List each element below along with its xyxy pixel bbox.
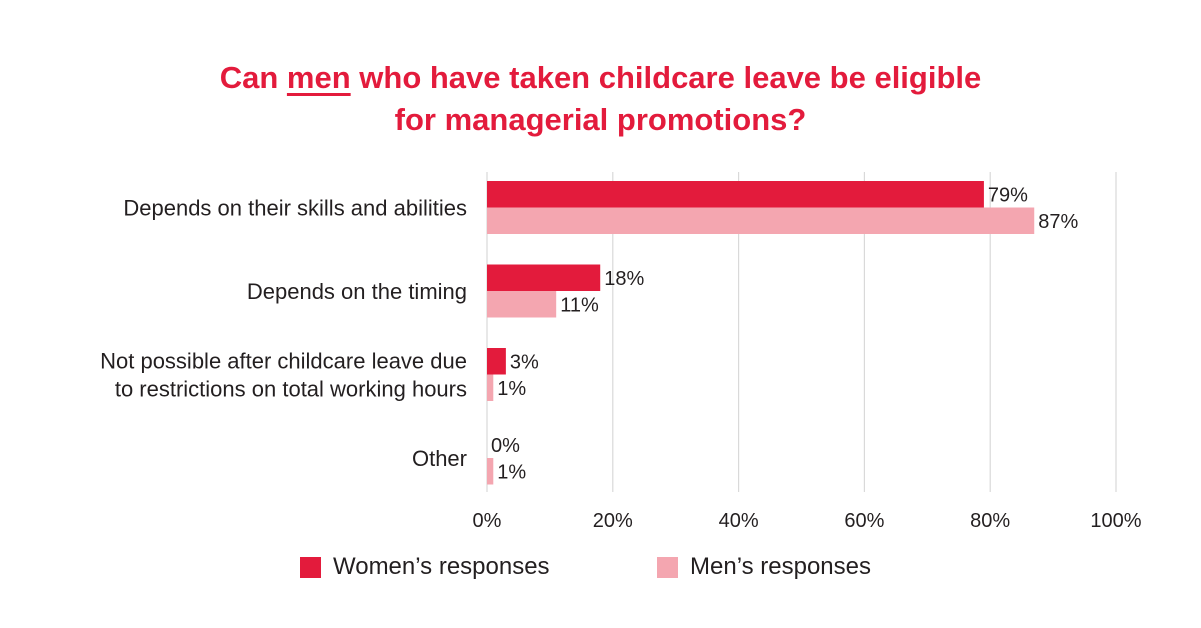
- category-label: Other: [412, 446, 467, 471]
- data-label: 1%: [497, 378, 526, 400]
- title-emphasis: men: [286, 60, 351, 95]
- title-part-1: Can: [219, 60, 287, 95]
- title-part-2: who have taken childcare leave be eligib…: [350, 60, 982, 95]
- x-tick-label: 80%: [970, 510, 1010, 532]
- bar-women: [487, 348, 506, 375]
- legend-swatch-women: [300, 556, 321, 578]
- legend-item-men: Men’s responses: [657, 552, 871, 582]
- data-label: 79%: [988, 184, 1028, 206]
- category-label: Depends on the timing: [247, 279, 467, 304]
- title-line-2: for managerial promotions?: [394, 102, 807, 137]
- x-tick-label: 60%: [844, 510, 884, 532]
- x-tick-label: 40%: [719, 510, 759, 532]
- legend-swatch-men: [657, 556, 678, 578]
- bar-women: [487, 264, 601, 291]
- x-tick-label: 100%: [1090, 510, 1141, 532]
- bar-men: [487, 207, 1035, 234]
- data-label: 87%: [1038, 211, 1078, 233]
- chart-title: Can men who have taken childcare leave b…: [0, 57, 1201, 141]
- bar-men: [487, 291, 557, 318]
- category-label: Not possible after childcare leave due: [100, 349, 467, 374]
- category-label: Depends on their skills and abilities: [123, 196, 467, 221]
- x-tick-label: 0%: [473, 510, 502, 532]
- x-tick-label: 20%: [593, 510, 633, 532]
- data-label: 11%: [560, 294, 599, 316]
- category-label: to restrictions on total working hours: [115, 377, 467, 402]
- data-label: 3%: [510, 351, 539, 373]
- data-label: 1%: [497, 461, 526, 483]
- legend-label-women: Women’s responses: [333, 553, 550, 580]
- bar-men: [487, 458, 494, 485]
- legend-label-men: Men’s responses: [690, 553, 871, 580]
- legend-item-women: Women’s responses: [300, 552, 550, 582]
- bar-men: [487, 374, 494, 401]
- data-label: 0%: [491, 435, 520, 457]
- data-label: 18%: [604, 268, 644, 290]
- title-line-1: Can men who have taken childcare leave b…: [0, 57, 1201, 99]
- bar-women: [487, 181, 984, 208]
